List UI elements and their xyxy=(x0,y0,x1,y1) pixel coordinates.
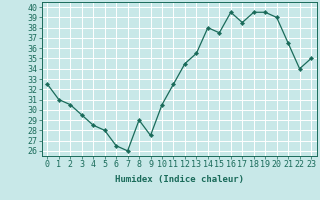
X-axis label: Humidex (Indice chaleur): Humidex (Indice chaleur) xyxy=(115,175,244,184)
